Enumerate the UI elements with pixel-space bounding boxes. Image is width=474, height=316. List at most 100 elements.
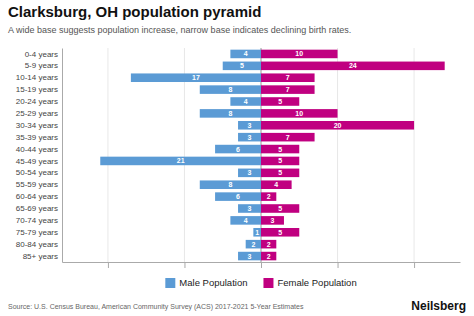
bar xyxy=(215,145,261,154)
tick-mark xyxy=(414,262,415,268)
tick: 0-4 years xyxy=(25,50,62,59)
data-label: 2 xyxy=(267,193,271,200)
bar xyxy=(261,97,299,106)
grid-line xyxy=(107,48,108,262)
bar xyxy=(261,157,299,166)
data-label: 3 xyxy=(271,217,275,224)
data-label: 3 xyxy=(248,205,252,212)
data-label: 2 xyxy=(267,241,271,248)
bar xyxy=(261,240,276,249)
data-label: 8 xyxy=(228,181,232,188)
bar xyxy=(223,62,261,71)
source: Source: U.S. Census Bureau, American Com… xyxy=(8,303,304,311)
bar xyxy=(261,169,299,178)
bar xyxy=(261,145,299,154)
bar xyxy=(131,73,261,82)
bar xyxy=(261,85,315,94)
bar xyxy=(230,216,261,225)
grid xyxy=(108,48,414,262)
data-label: 21 xyxy=(177,157,185,164)
bar xyxy=(261,216,284,225)
tick-label: 15-19 years xyxy=(16,85,58,94)
data-label: 5 xyxy=(278,157,282,164)
tick-label: 25-29 years xyxy=(16,109,58,118)
tick-mark xyxy=(184,262,185,268)
data-label: 20 xyxy=(334,122,342,129)
tick-label: 55-59 years xyxy=(16,180,58,189)
tick: 35-39 years xyxy=(16,133,62,142)
tick-label: 20-24 years xyxy=(16,97,58,106)
subtitle: A wide base suggests population increase… xyxy=(8,25,351,35)
tick-label: 30-34 years xyxy=(16,121,58,130)
tick-label: 0-4 years xyxy=(25,50,58,59)
bar xyxy=(261,73,315,82)
bar xyxy=(246,240,261,249)
bar xyxy=(261,252,276,261)
bar xyxy=(261,50,338,59)
tick-label: 40-44 years xyxy=(16,145,58,154)
bar xyxy=(200,180,261,189)
tick: 65-69 years xyxy=(16,204,62,213)
tick xyxy=(338,262,339,268)
legend-swatch xyxy=(165,278,175,288)
bar xyxy=(261,133,315,142)
tick-label: 35-39 years xyxy=(16,133,58,142)
bar xyxy=(238,121,261,130)
tick-label: 45-49 years xyxy=(16,157,58,166)
data-label: 4 xyxy=(244,98,248,105)
tick: 50-54 years xyxy=(16,168,62,177)
tick-label: 65-69 years xyxy=(16,204,58,213)
tick: 30-34 years xyxy=(16,121,62,130)
legend-label: Male Population xyxy=(179,277,247,288)
tick xyxy=(414,262,415,268)
data-label: 5 xyxy=(278,98,282,105)
tick: 55-59 years xyxy=(16,180,62,189)
tick-label: 10-14 years xyxy=(16,73,58,82)
bar xyxy=(261,109,338,118)
tick-label: 5-9 years xyxy=(25,61,58,70)
bar xyxy=(253,228,261,237)
tick-label: 85+ years xyxy=(23,252,58,261)
tick: 15-19 years xyxy=(16,85,62,94)
data-label: 4 xyxy=(244,50,248,57)
bar xyxy=(261,204,299,213)
bar xyxy=(261,121,414,130)
tick-label: 75-79 years xyxy=(16,228,58,237)
chart: Clarksburg, OH population pyramidA wide … xyxy=(0,0,474,316)
data-label: 3 xyxy=(248,122,252,129)
legend-item: Male Population xyxy=(165,277,247,288)
data-label: 3 xyxy=(248,134,252,141)
tick-label: 70-74 years xyxy=(16,216,58,225)
data-labels: 3214368321633848175422535245557201057724… xyxy=(177,50,357,259)
bar xyxy=(238,252,261,261)
data-label: 4 xyxy=(274,181,278,188)
data-label: 7 xyxy=(286,74,290,81)
data-label: 17 xyxy=(192,74,200,81)
branding: Neilsberg xyxy=(411,299,466,313)
bars xyxy=(100,50,444,261)
legend-label: Female Population xyxy=(277,277,356,288)
tick: 5-9 years xyxy=(25,61,62,70)
bar xyxy=(238,133,261,142)
tick-mark xyxy=(338,262,339,268)
tick: 25-29 years xyxy=(16,109,62,118)
grid-line xyxy=(337,48,338,262)
data-label: 8 xyxy=(228,86,232,93)
bar xyxy=(261,62,445,71)
data-label: 3 xyxy=(248,169,252,176)
tick-label: 80-84 years xyxy=(16,240,58,249)
tick xyxy=(184,262,185,268)
data-label: 7 xyxy=(286,86,290,93)
tick xyxy=(261,262,262,268)
data-label: 10 xyxy=(295,50,303,57)
tick-label: 60-64 years xyxy=(16,192,58,201)
data-label: 8 xyxy=(228,110,232,117)
data-label: 5 xyxy=(240,62,244,69)
bar xyxy=(230,50,261,59)
tick: 85+ years xyxy=(23,252,62,261)
data-label: 5 xyxy=(278,205,282,212)
tick: 75-79 years xyxy=(16,228,62,237)
bar xyxy=(215,192,261,201)
data-label: 4 xyxy=(244,217,248,224)
data-label: 5 xyxy=(278,146,282,153)
